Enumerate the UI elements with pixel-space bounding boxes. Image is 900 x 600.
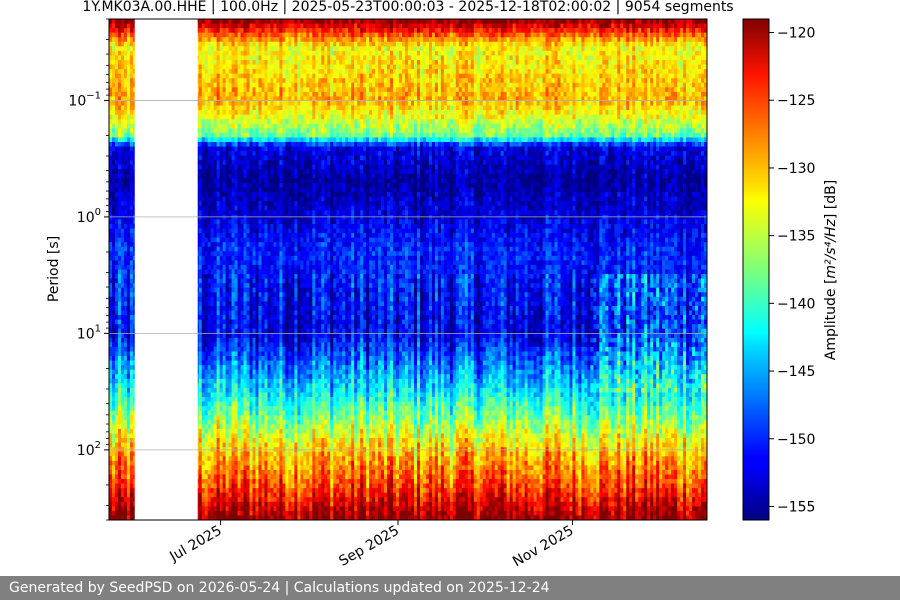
chart-title: 1Y.MK03A.00.HHE | 100.0Hz | 2025-05-23T0…: [82, 0, 733, 15]
plot-area: [109, 19, 708, 521]
spectrogram-cells: [109, 19, 708, 521]
